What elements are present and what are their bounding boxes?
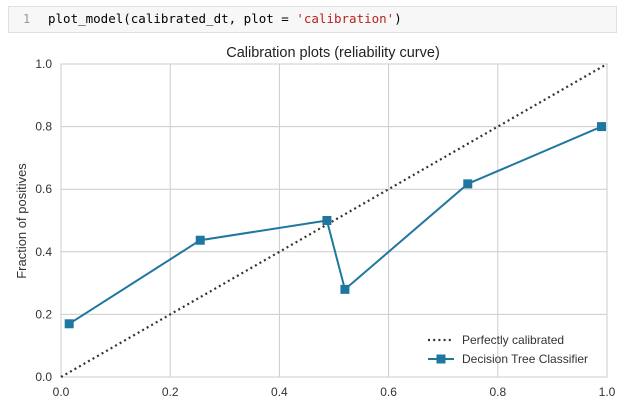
code-prefix: plot_model(calibrated_dt, plot = (48, 11, 297, 26)
x-tick-label: 0.6 (380, 385, 397, 399)
legend-label: Perfectly calibrated (462, 333, 564, 347)
grid (60, 63, 608, 378)
x-tick-labels: 0.0 0.2 0.4 0.6 0.8 1.0 (53, 385, 616, 399)
series-line (68, 125, 602, 325)
x-tick-label: 0.4 (271, 385, 288, 399)
y-tick-label: 0.2 (35, 307, 52, 321)
series-layer (60, 63, 608, 378)
y-tick-label: 0.6 (35, 182, 52, 196)
y-tick-label: 0.0 (35, 370, 52, 384)
code-line[interactable]: plot_model(calibrated_dt, plot = 'calibr… (48, 11, 402, 26)
y-tick-label: 0.4 (35, 245, 52, 259)
code-suffix: ) (394, 11, 402, 26)
perfectly-calibrated-line (60, 63, 608, 378)
code-string: 'calibration' (296, 11, 395, 26)
x-tick-label: 0.0 (53, 385, 70, 399)
data-point (597, 122, 607, 132)
chart-title: Calibration plots (reliability curve) (226, 45, 440, 61)
line-number: 1 (23, 12, 31, 26)
x-tick-label: 0.2 (162, 385, 179, 399)
legend-marker (436, 354, 446, 364)
data-point (463, 179, 473, 189)
y-axis-label: Fraction of positives (14, 163, 29, 279)
legend: Perfectly calibrated Decision Tree Classi… (428, 333, 588, 366)
data-point (340, 284, 350, 294)
data-point (195, 235, 205, 245)
y-tick-labels: 0.0 0.2 0.4 0.6 0.8 1.0 (35, 57, 52, 384)
data-point (64, 319, 74, 329)
data-point (322, 216, 332, 225)
y-tick-label: 1.0 (35, 57, 52, 71)
y-tick-label: 0.8 (35, 120, 52, 134)
code-cell[interactable]: 1 plot_model(calibrated_dt, plot = 'cali… (8, 6, 617, 33)
x-tick-label: 0.8 (489, 385, 506, 399)
legend-label: Decision Tree Classifier (462, 352, 588, 366)
x-tick-label: 1.0 (599, 385, 616, 399)
